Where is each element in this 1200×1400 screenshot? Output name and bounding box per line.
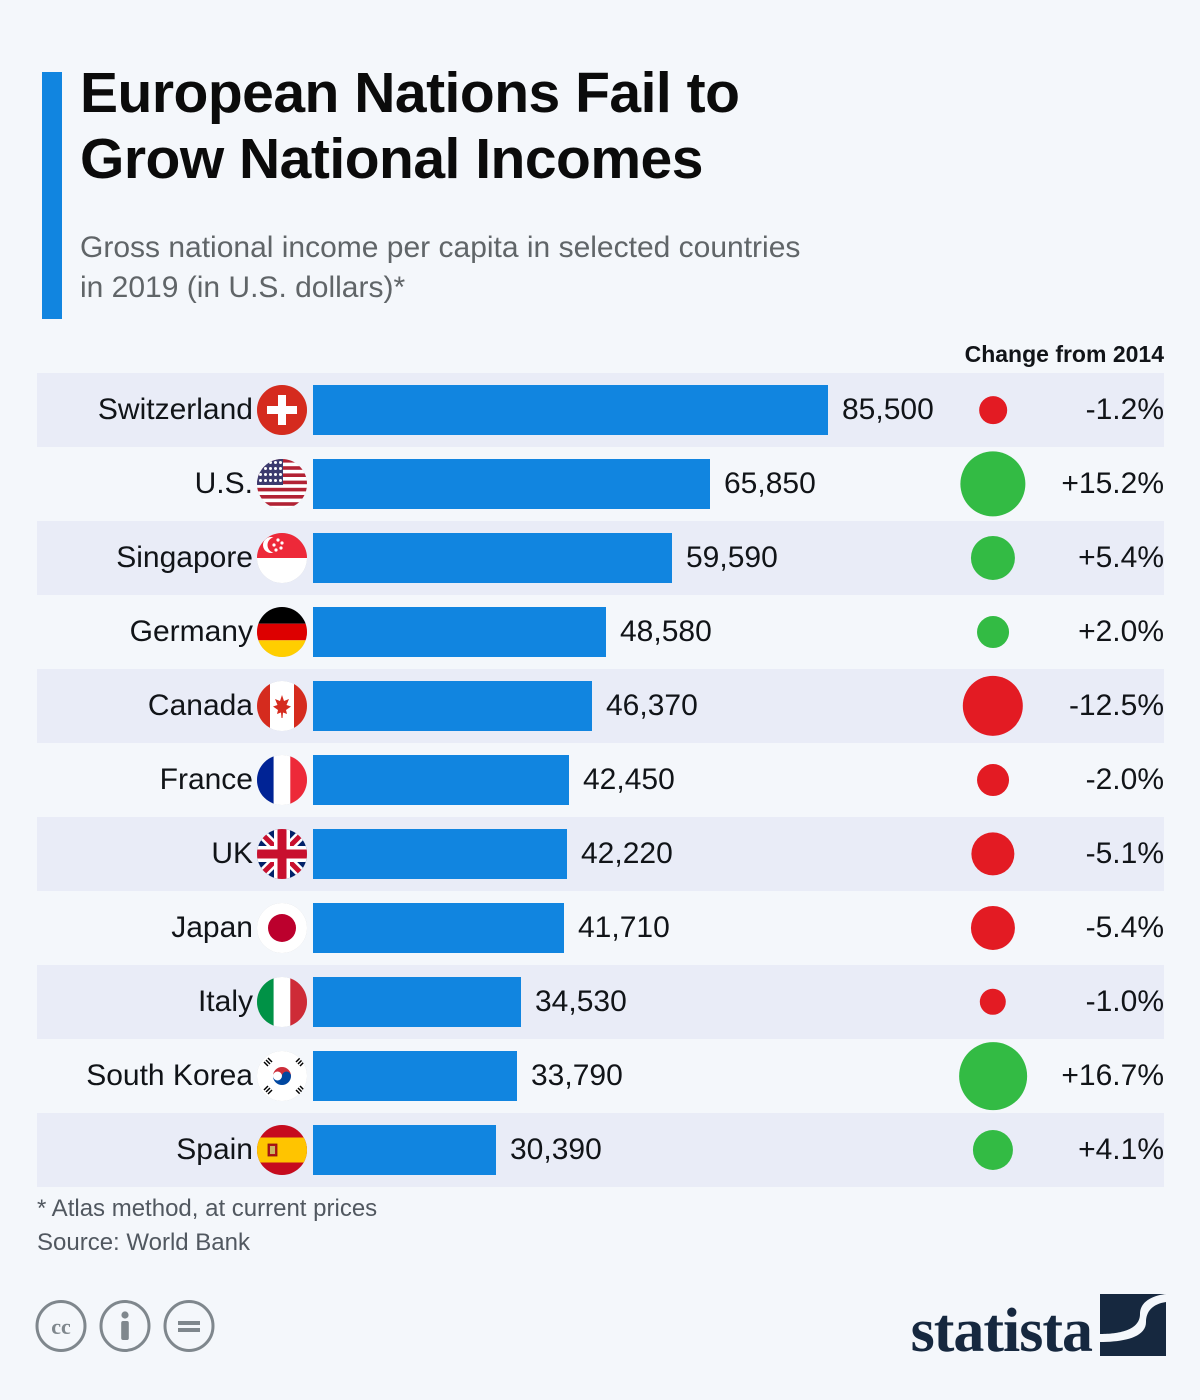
value-bar	[313, 829, 567, 879]
change-bubble	[977, 616, 1009, 648]
flag-icon-kr	[257, 1051, 307, 1101]
attribution-person-icon	[99, 1300, 151, 1357]
table-row: Japan 41,710 -5.4%	[37, 891, 1164, 965]
change-label: -12.5%	[1068, 689, 1164, 722]
value-bar	[313, 1051, 517, 1101]
accent-bar	[42, 72, 62, 319]
subtitle-line-2: in 2019 (in U.S. dollars)*	[80, 270, 406, 304]
change-label: -1.2%	[1085, 393, 1164, 426]
value-bar	[313, 459, 710, 509]
value-label: 30,390	[510, 1133, 602, 1166]
title-line-2: Grow National Incomes	[80, 127, 703, 192]
statista-wordmark: statista	[910, 1297, 1093, 1366]
value-bar	[313, 755, 569, 805]
flag-icon-fr	[257, 755, 307, 805]
change-label: -5.4%	[1085, 911, 1164, 944]
footnote-text: * Atlas method, at current prices	[37, 1195, 378, 1222]
no-derivatives-equals-icon	[163, 1300, 215, 1357]
value-bar	[313, 385, 828, 435]
title-line-1: European Nations Fail to	[80, 61, 740, 125]
value-label: 46,370	[606, 689, 698, 722]
change-label: +16.7%	[1061, 1059, 1164, 1092]
footnotes: * Atlas method, at current prices Source…	[37, 1192, 377, 1260]
change-bubble	[979, 988, 1007, 1016]
value-label: 48,580	[620, 615, 712, 648]
change-bubble	[960, 451, 1026, 517]
country-label: Italy	[197, 985, 253, 1018]
change-bubble	[959, 1042, 1027, 1110]
table-row: Switzerland 85,500 -1.2%	[37, 373, 1164, 447]
value-bar	[313, 1125, 496, 1175]
table-row: U.S. 65,850 +15.2%	[37, 447, 1164, 521]
value-bar	[313, 681, 592, 731]
page-subtitle: Gross national income per capita in sele…	[80, 228, 1120, 308]
change-label: +2.0%	[1078, 615, 1164, 648]
subtitle-line-1: Gross national income per capita in sele…	[80, 231, 801, 264]
creative-commons-icons: cc	[35, 1300, 215, 1357]
country-label: Switzerland	[97, 393, 253, 426]
value-bar	[313, 607, 606, 657]
value-label: 59,590	[686, 541, 778, 574]
flag-icon-es	[257, 1125, 307, 1175]
statista-logo: statista	[910, 1294, 1166, 1366]
value-label: 41,710	[578, 911, 670, 944]
change-label: -5.1%	[1085, 837, 1164, 870]
change-bubble	[979, 396, 1007, 424]
table-row: UK 42,220 -5.1%	[37, 817, 1164, 891]
table-row: South Korea 33,790 +16.7%	[37, 1039, 1164, 1113]
table-row: Spain 30,390 +4.1%	[37, 1113, 1164, 1187]
flag-icon-ca	[257, 681, 307, 731]
flag-icon-jp	[257, 903, 307, 953]
value-label: 85,500	[842, 393, 934, 426]
table-row: France 42,450 -2.0%	[37, 743, 1164, 817]
statista-mark-icon	[1100, 1294, 1166, 1361]
flag-icon-ch	[257, 385, 307, 435]
country-label: Singapore	[116, 541, 253, 574]
flag-icon-gb	[257, 829, 307, 879]
bar-chart: Switzerland 85,500 -1.2% U.S. 65,850 +15.2% Si…	[37, 373, 1164, 1187]
country-label: Spain	[176, 1133, 253, 1166]
change-label: +15.2%	[1061, 467, 1164, 500]
value-label: 33,790	[531, 1059, 623, 1092]
value-label: 42,220	[581, 837, 673, 870]
table-row: Singapore 59,590 +5.4%	[37, 521, 1164, 595]
change-label: +4.1%	[1078, 1133, 1164, 1166]
cc-icon: cc	[35, 1300, 87, 1357]
value-label: 42,450	[583, 763, 675, 796]
value-bar	[313, 533, 672, 583]
country-label: Canada	[147, 689, 253, 722]
table-row: Italy 34,530 -1.0%	[37, 965, 1164, 1039]
value-bar	[313, 977, 521, 1027]
source-text: Source: World Bank	[37, 1229, 250, 1257]
svg-text:cc: cc	[51, 1314, 71, 1339]
flag-icon-de	[257, 607, 307, 657]
table-row: Canada 46,370 -12.5%	[37, 669, 1164, 743]
country-label: Germany	[129, 615, 253, 648]
country-label: U.S.	[194, 467, 253, 500]
change-bubble	[972, 1129, 1014, 1171]
flag-icon-us	[257, 459, 307, 509]
value-bar	[313, 903, 564, 953]
flag-icon-it	[257, 977, 307, 1027]
country-label: UK	[211, 837, 253, 870]
change-label: +5.4%	[1078, 541, 1164, 574]
change-bubble	[962, 675, 1024, 737]
change-bubble	[970, 535, 1016, 581]
country-label: South Korea	[86, 1059, 253, 1092]
change-label: -2.0%	[1085, 763, 1164, 796]
page-title: European Nations Fail to Grow National I…	[80, 60, 980, 192]
table-row: Germany 48,580 +2.0%	[37, 595, 1164, 669]
country-label: France	[159, 763, 253, 796]
change-column-header: Change from 2014	[964, 341, 1164, 367]
country-label: Japan	[171, 911, 253, 944]
change-bubble	[971, 832, 1015, 876]
flag-icon-sg	[257, 533, 307, 583]
value-label: 65,850	[724, 467, 816, 500]
value-label: 34,530	[535, 985, 627, 1018]
change-bubble	[970, 905, 1016, 951]
change-label: -1.0%	[1085, 985, 1164, 1018]
change-bubble	[977, 764, 1009, 796]
